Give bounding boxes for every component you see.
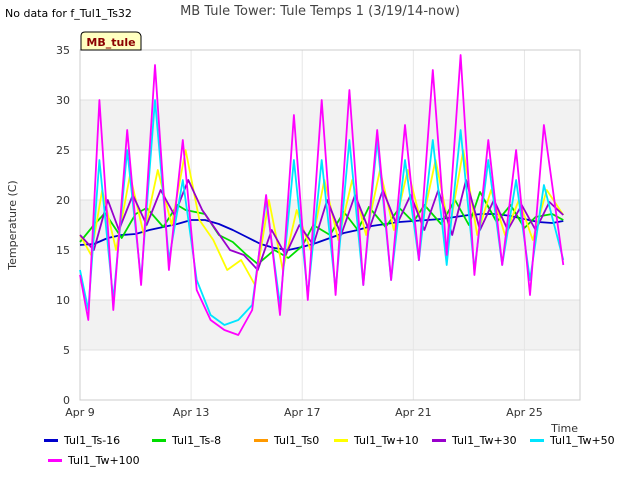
station-tag: MB_tule — [80, 31, 142, 51]
x-axis-label: Time — [550, 422, 578, 435]
legend-swatch — [48, 459, 62, 462]
legend-swatch — [530, 439, 544, 442]
series-line-Tul1_Tw+100 — [79, 54, 565, 336]
legend-label: Tul1_Tw+30 — [452, 434, 517, 447]
plot-frame — [79, 49, 581, 401]
legend-label: Tul1_Tw+10 — [354, 434, 419, 447]
band-1 — [80, 300, 580, 350]
legend-item: Tul1_Tw+50 — [530, 434, 615, 447]
no-data-notice: No data for f_Tul1_Ts32 — [5, 7, 132, 20]
legend-label: Tul1_Tw+100 — [68, 454, 140, 467]
legend-label: Tul1_Tw+50 — [550, 434, 615, 447]
legend-item: Tul1_Ts-16 — [44, 434, 120, 447]
y-tick-label: 5 — [63, 344, 70, 357]
x-tick-label: Apr 13 — [173, 406, 210, 419]
y-axis-label: Temperature (C) — [6, 180, 19, 270]
legend-item: Tul1_Ts0 — [254, 434, 319, 447]
legend-swatch — [334, 439, 348, 442]
legend-item: Tul1_Tw+100 — [48, 454, 140, 467]
legend-swatch — [44, 439, 58, 442]
y-tick-label: 30 — [56, 94, 70, 107]
y-tick-label: 10 — [56, 294, 70, 307]
y-tick-label: 35 — [56, 44, 70, 57]
series-line-Tul1_Ts-16 — [79, 213, 564, 251]
y-tick-label: 15 — [56, 244, 70, 257]
x-axis-ticks: Apr 9 Apr 13 Apr 17 Apr 21 Apr 25 — [65, 406, 542, 419]
legend-item: Tul1_Tw+10 — [334, 434, 419, 447]
x-tick-label: Apr 25 — [506, 406, 543, 419]
station-tag-label: MB_tule — [86, 36, 135, 49]
y-axis-ticks: 0 5 10 15 20 25 30 35 — [56, 44, 70, 407]
legend-item: Tul1_Tw+30 — [432, 434, 517, 447]
x-tick-label: Apr 9 — [65, 406, 95, 419]
y-tick-label: 0 — [63, 394, 70, 407]
legend-label: Tul1_Ts0 — [274, 434, 320, 447]
legend-swatch — [254, 439, 268, 442]
y-tick-label: 25 — [56, 144, 70, 157]
legend-label: Tul1_Ts-16 — [64, 434, 121, 447]
legend-swatch — [152, 439, 166, 442]
station-tag-box — [80, 31, 142, 51]
legend-item: Tul1_Ts-8 — [152, 434, 221, 447]
series-lines — [79, 54, 565, 336]
chart-title: MB Tule Tower: Tule Temps 1 (3/19/14-now… — [180, 4, 460, 19]
series-line-Tul1_Tw+30 — [79, 179, 564, 271]
x-tick-label: Apr 17 — [284, 406, 321, 419]
legend-swatch — [432, 439, 446, 442]
x-tick-label: Apr 21 — [395, 406, 432, 419]
y-tick-label: 20 — [56, 194, 70, 207]
band-5 — [80, 100, 580, 150]
legend-label: Tul1_Ts-8 — [172, 434, 222, 447]
